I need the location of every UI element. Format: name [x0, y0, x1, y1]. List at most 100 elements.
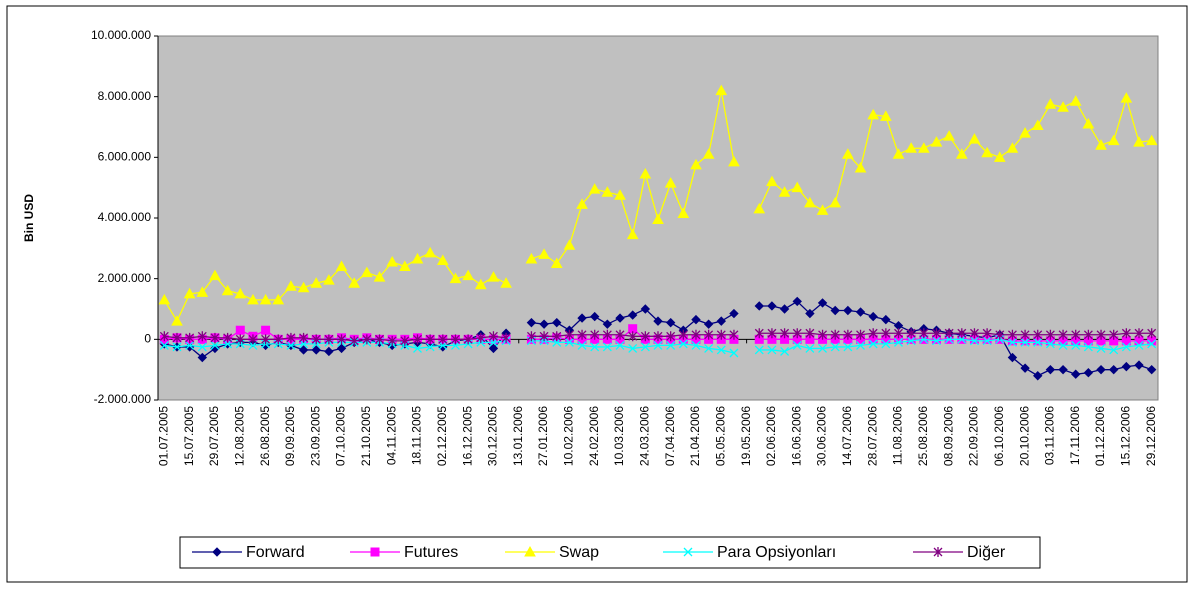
y-tick-label: 4.000.000 [98, 210, 152, 224]
marker [716, 316, 726, 326]
marker [943, 130, 955, 141]
marker [867, 108, 880, 120]
marker [843, 305, 853, 316]
marker [791, 181, 804, 193]
marker [639, 167, 652, 179]
marker [577, 313, 587, 323]
marker [362, 334, 372, 345]
legend-marker [683, 547, 693, 557]
marker [311, 334, 321, 345]
x-tick-label: 28.07.2006 [865, 406, 879, 466]
marker [626, 228, 639, 240]
marker [665, 317, 676, 328]
marker [728, 155, 740, 167]
marker [856, 329, 865, 340]
marker [767, 328, 777, 339]
marker [792, 296, 802, 307]
x-tick-label: 06.10.2006 [992, 406, 1006, 466]
y-tick-label: 8.000.000 [98, 89, 152, 103]
x-tick-label: 14.07.2006 [840, 406, 854, 466]
marker [780, 347, 790, 356]
marker [881, 339, 891, 349]
marker [577, 340, 587, 350]
marker [564, 337, 574, 347]
marker [185, 332, 195, 343]
marker [805, 308, 815, 319]
marker [652, 213, 664, 225]
marker [702, 148, 715, 159]
marker [615, 329, 625, 340]
marker [1033, 371, 1043, 381]
marker [400, 335, 410, 346]
marker [563, 239, 576, 250]
marker [248, 334, 258, 345]
marker [411, 252, 424, 264]
marker [1071, 369, 1081, 379]
marker [564, 329, 574, 340]
marker [348, 277, 361, 288]
marker [677, 207, 690, 218]
marker [703, 319, 714, 329]
marker [894, 337, 903, 347]
marker [640, 331, 650, 342]
marker [881, 314, 891, 325]
marker [451, 334, 460, 345]
x-tick-label: 30.06.2006 [815, 406, 829, 466]
marker [323, 274, 335, 285]
marker [716, 329, 726, 340]
marker [449, 272, 462, 284]
marker [843, 342, 853, 352]
legend [179, 536, 1041, 569]
marker [678, 329, 688, 340]
y-tick-label: 0 [144, 332, 151, 346]
marker [159, 331, 169, 342]
marker [286, 332, 296, 343]
marker [425, 334, 435, 345]
y-tick-label: 6.000.000 [98, 150, 152, 164]
marker [818, 329, 828, 340]
marker [779, 304, 790, 314]
marker [892, 148, 905, 159]
x-tick-label: 02.12.2005 [435, 406, 449, 466]
marker [1146, 364, 1157, 375]
legend-marker [212, 547, 222, 557]
marker [272, 293, 285, 305]
marker [968, 133, 981, 144]
marker [754, 301, 764, 311]
marker [210, 332, 220, 343]
marker [1083, 367, 1094, 378]
x-tick-label: 20.10.2006 [1017, 406, 1031, 466]
marker [488, 331, 498, 342]
x-tick-label: 26.08.2005 [258, 406, 272, 466]
x-tick-label: 15.07.2005 [182, 406, 196, 466]
marker [830, 305, 840, 316]
x-tick-label: 15.12.2006 [1119, 406, 1133, 466]
marker [210, 340, 220, 350]
marker [1071, 329, 1081, 340]
marker [234, 287, 247, 299]
marker [297, 281, 310, 293]
marker [159, 340, 169, 350]
marker [1045, 339, 1055, 349]
marker [172, 332, 182, 343]
marker [286, 340, 296, 350]
marker [1020, 363, 1030, 373]
legend-marker [933, 547, 943, 557]
marker [767, 301, 777, 311]
marker [1145, 134, 1158, 146]
marker [602, 342, 612, 352]
marker [476, 332, 486, 343]
marker [1109, 345, 1119, 355]
marker [424, 246, 437, 258]
marker [628, 343, 638, 353]
marker [210, 343, 220, 354]
marker [273, 334, 283, 345]
marker [1121, 328, 1131, 339]
marker [995, 329, 1005, 340]
marker [805, 328, 815, 339]
marker [552, 331, 562, 342]
marker [1121, 361, 1132, 372]
marker [539, 331, 549, 342]
x-tick-label: 22.09.2006 [967, 406, 981, 466]
marker [715, 84, 728, 96]
